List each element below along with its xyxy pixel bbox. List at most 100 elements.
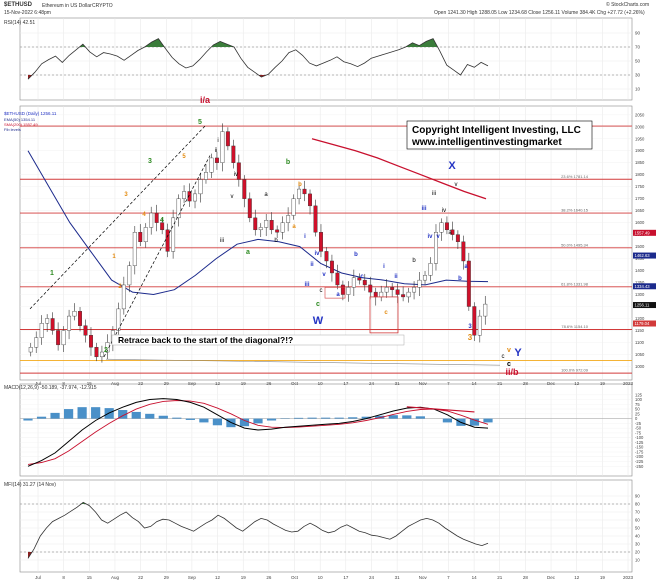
x-tick-label: Sep: [188, 575, 197, 580]
rsi-panel: [19, 17, 633, 101]
wave-label: iii: [432, 191, 436, 197]
candle-body: [286, 215, 291, 223]
sma-200-line: [311, 138, 487, 200]
rsi-y-tick: 10: [635, 87, 641, 92]
candle-body: [165, 229, 170, 252]
wave-label: ii: [394, 274, 398, 280]
price-axis-tag-label: 1557.49: [635, 230, 651, 235]
x-tick-label: Oct: [291, 575, 299, 580]
candle-body: [357, 277, 362, 281]
wave-label: b: [274, 238, 278, 244]
mfi-y-tick: 60: [635, 518, 640, 523]
wave-label: iv: [314, 251, 320, 257]
candle-body: [149, 212, 154, 228]
x-tick-label: 24: [369, 575, 375, 580]
chart-venue: CRYPTO: [92, 3, 113, 9]
price-y-tick: 1850: [635, 160, 645, 165]
price-y-tick: 1200: [635, 316, 645, 321]
macd-y-tick: -100: [635, 435, 644, 440]
price-y-tick: 1450: [635, 256, 645, 261]
price-y-tick: 1700: [635, 196, 645, 201]
macd-histogram-bar: [293, 417, 304, 419]
candle-body: [138, 232, 143, 243]
candle-body: [275, 229, 280, 233]
candle-body: [477, 315, 482, 336]
macd-histogram-bar: [402, 415, 412, 419]
wave-label: a: [264, 192, 268, 198]
macd-histogram-bar: [239, 418, 250, 427]
candle-body: [67, 315, 72, 331]
candle-body: [209, 157, 214, 173]
candle-body: [302, 188, 307, 195]
candle-body: [143, 227, 148, 243]
candle-body: [132, 232, 137, 266]
x-tick-label: 14: [472, 575, 478, 580]
price-y-tick: 1300: [635, 292, 645, 297]
x-tick-label: 28: [523, 381, 529, 386]
macd-y-tick: -150: [635, 445, 644, 450]
candle-body: [313, 205, 318, 233]
macd-histogram-bar: [253, 418, 263, 424]
wave-label: i: [217, 138, 218, 144]
candle-body: [225, 131, 230, 147]
candle-body: [450, 229, 455, 235]
mfi-y-tick: 90: [635, 494, 640, 499]
x-tick-label: Jul: [35, 381, 41, 386]
candle-body: [379, 291, 384, 298]
diagonal-lower-line: [103, 155, 211, 357]
chart-symbol: $ETHUSD: [4, 2, 33, 8]
chart-name: Ethereum in US Dollar: [42, 3, 92, 9]
candle-body: [72, 311, 77, 317]
mfi-y-tick: 20: [635, 550, 640, 555]
wave-label: iii: [421, 206, 426, 212]
candle-body: [34, 337, 39, 348]
wave-label: a: [292, 224, 296, 230]
macd-histogram-bar: [77, 407, 87, 419]
macd-histogram-bar: [415, 416, 425, 419]
wave-label: 3: [468, 333, 473, 342]
x-tick-label: 2023: [623, 381, 634, 386]
candle-body: [61, 330, 66, 346]
macd-histogram-bar: [199, 418, 209, 423]
wave-label: c: [384, 310, 388, 316]
wave-label: b: [354, 252, 358, 258]
x-tick-label: 15: [87, 575, 93, 580]
macd-y-tick: 100: [635, 397, 643, 402]
macd-histogram-bar: [23, 418, 33, 421]
x-tick-label: 26: [266, 381, 272, 386]
x-tick-label: 19: [600, 575, 606, 580]
price-y-tick: 1050: [635, 352, 645, 357]
wave-label: W: [313, 315, 324, 327]
wave-label: c: [316, 301, 320, 308]
candle-body: [204, 172, 208, 180]
price-y-tick: 2050: [635, 112, 645, 117]
x-tick-label: 12: [215, 575, 221, 580]
candle-body: [401, 294, 406, 298]
price-legend-item: SMA(200) 1557.49: [4, 122, 38, 127]
price-y-tick: 1150: [635, 328, 645, 333]
wave-label: c: [360, 274, 364, 280]
mfi-y-tick: 80: [635, 502, 640, 507]
candle-body: [406, 291, 411, 298]
candle-body: [434, 232, 438, 264]
candle-body: [28, 347, 33, 353]
candle-body: [390, 287, 395, 290]
fib-level-label: 23.6% 1781.14: [561, 174, 589, 179]
wave-label: b: [298, 182, 302, 188]
mfi-y-tick: 30: [635, 542, 640, 547]
wave-label: Y: [514, 347, 522, 359]
price-axis-tag-label: 1256.11: [635, 303, 650, 308]
x-tick-label: 17: [343, 381, 349, 386]
candle-body: [472, 306, 477, 336]
price-legend-item: Fib levels: [4, 127, 21, 132]
price-y-tick: 1950: [635, 136, 645, 141]
x-tick-label: 26: [266, 575, 272, 580]
macd-histogram-bar: [158, 415, 168, 419]
annotation-box: [111, 334, 405, 346]
macd-y-tick: 0: [635, 416, 638, 421]
candle-body: [269, 220, 274, 231]
annotation-text: Retrace back to the start of the diagona…: [118, 335, 293, 345]
x-tick-label: 15: [87, 381, 93, 386]
ema-50-line: [27, 150, 489, 296]
